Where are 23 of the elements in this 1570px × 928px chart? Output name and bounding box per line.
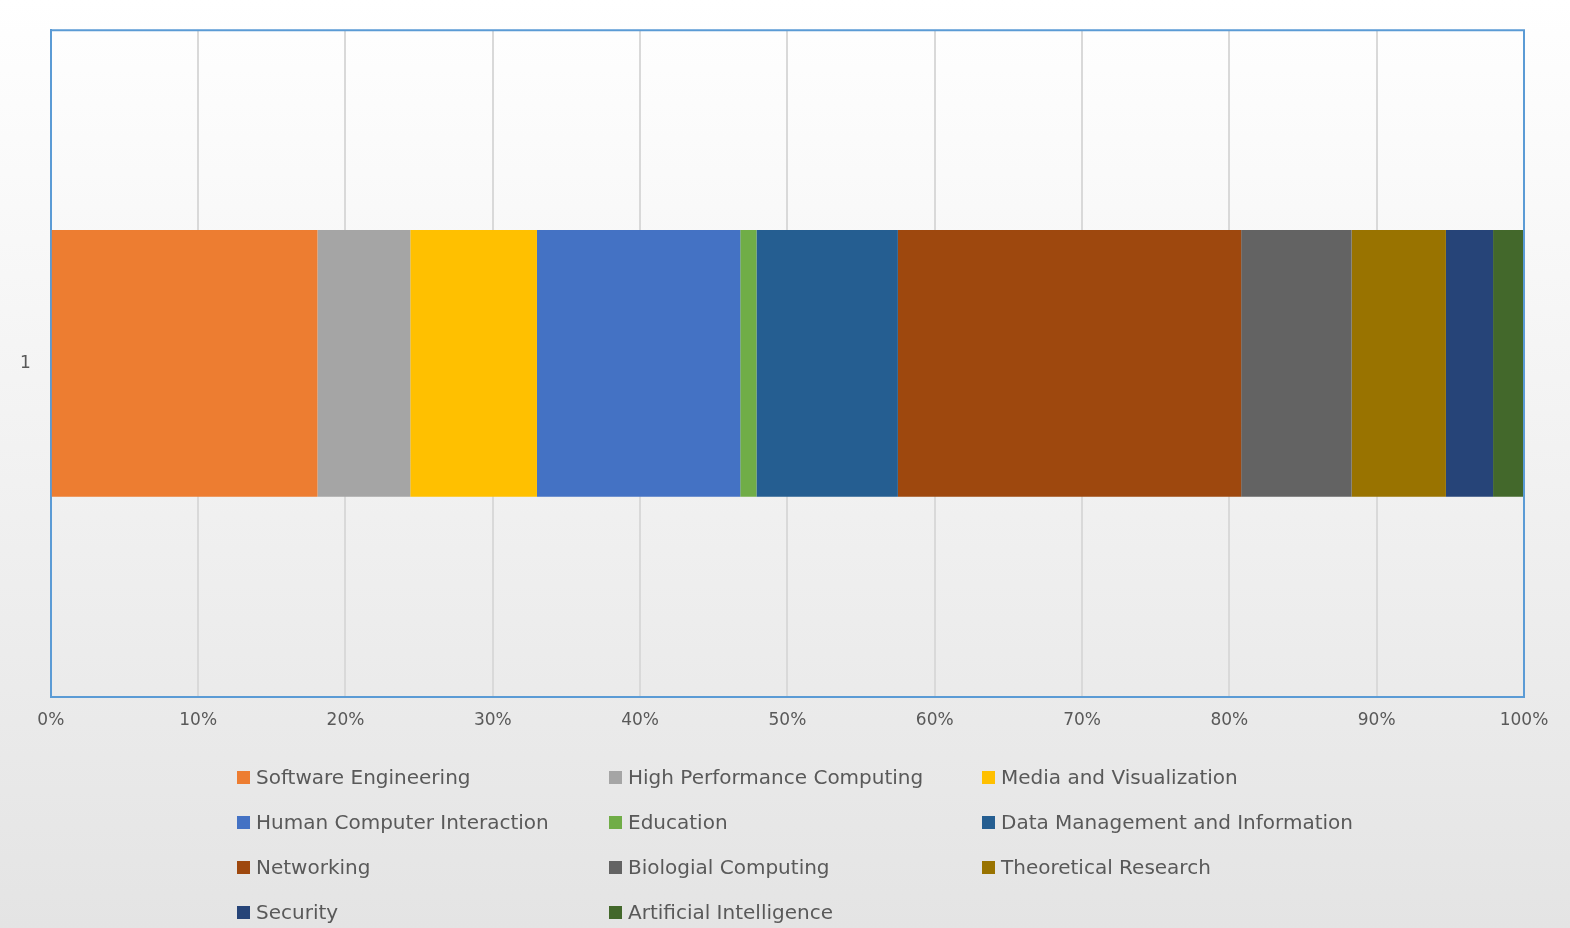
legend-label: Security bbox=[256, 900, 339, 924]
legend-label: Media and Visualization bbox=[1001, 765, 1238, 789]
legend-label: High Performance Computing bbox=[628, 765, 924, 789]
x-tick-label: 0% bbox=[37, 709, 65, 730]
legend-label: Education bbox=[628, 810, 728, 834]
x-tick-label: 30% bbox=[473, 709, 512, 730]
legend-label: Software Engineering bbox=[256, 765, 471, 789]
x-tick-label: 90% bbox=[1357, 709, 1396, 730]
x-tick-label: 80% bbox=[1210, 709, 1249, 730]
x-tick-label: 50% bbox=[768, 709, 807, 730]
legend-label: Networking bbox=[256, 855, 371, 879]
legend-label: Data Management and Information bbox=[1001, 810, 1353, 834]
legend-label: Human Computer Interaction bbox=[256, 810, 549, 834]
y-tick-label: 1 bbox=[19, 351, 31, 372]
legend-label: Artificial Intelligence bbox=[628, 900, 833, 924]
x-tick-label: 60% bbox=[915, 709, 954, 730]
legend-label: Biologial Computing bbox=[628, 855, 830, 879]
x-tick-label: 100% bbox=[1499, 709, 1549, 730]
x-tick-label: 20% bbox=[326, 709, 365, 730]
x-tick-label: 40% bbox=[621, 709, 659, 730]
x-tick-label: 70% bbox=[1063, 709, 1101, 730]
legend-label: Theoretical Research bbox=[1001, 855, 1211, 879]
x-tick-label: 10% bbox=[179, 709, 218, 730]
